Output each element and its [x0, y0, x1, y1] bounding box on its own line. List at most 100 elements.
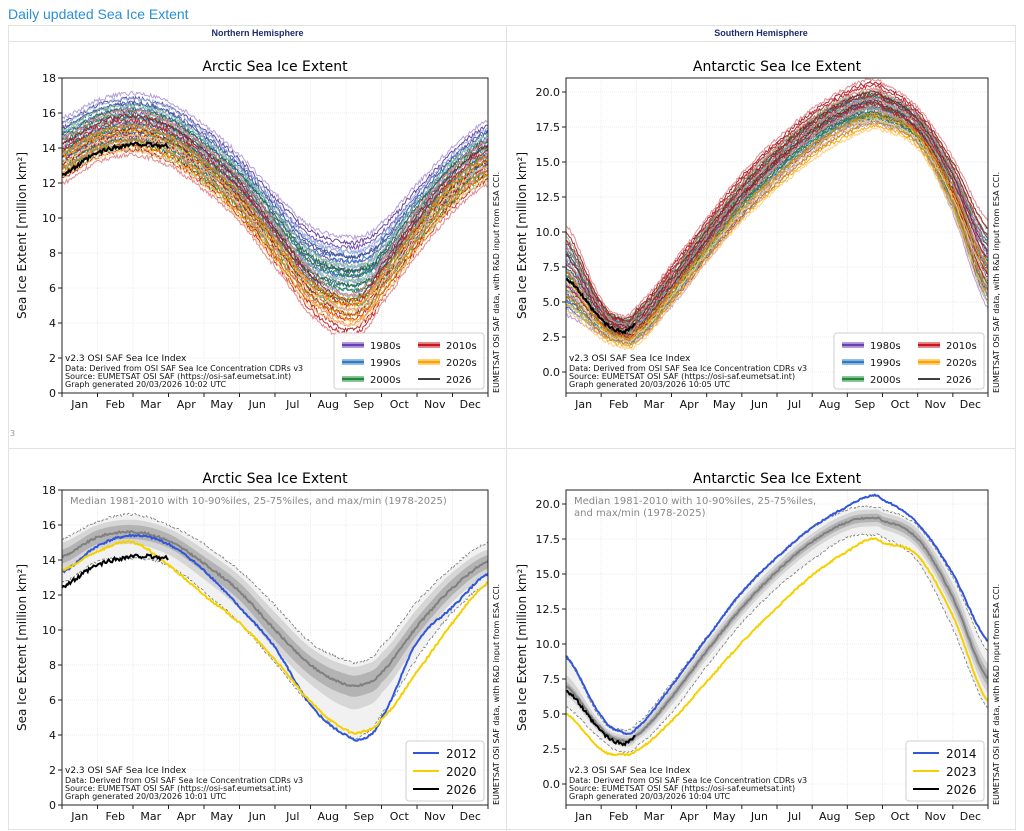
- credit-data: Data: Derived from OSI SAF Sea Ice Conce…: [65, 364, 303, 373]
- series-line-1980s: [62, 90, 488, 241]
- median-line: [62, 529, 488, 688]
- series-line-2020: [62, 539, 488, 735]
- series-line-1980s: [62, 95, 488, 246]
- series-line-2010s: [62, 122, 488, 313]
- x-tick-label: Mar: [644, 398, 665, 411]
- credit-source: Source: EUMETSAT OSI SAF (https://osi-sa…: [65, 784, 291, 793]
- legend-box: [405, 740, 485, 802]
- x-tick-label: Feb: [609, 398, 628, 411]
- series-line-2020s: [62, 133, 488, 314]
- legend: 2012 2020 2026: [405, 740, 485, 802]
- series-line-2026: [566, 277, 636, 335]
- legend-label: 2026: [446, 783, 477, 797]
- y-tick-label: 0: [49, 387, 56, 400]
- legend-label: 2026: [446, 375, 471, 386]
- median-annotation: and max/min (1978-2025): [574, 508, 706, 519]
- chart-title: Antarctic Sea Ice Extent: [693, 471, 862, 487]
- y-tick-label: 16: [42, 107, 56, 120]
- plot-area: [566, 78, 988, 351]
- x-tick-label: Mar: [140, 810, 161, 823]
- y-tick-label: 10: [42, 212, 56, 225]
- x-tick-label: May: [210, 398, 233, 411]
- y-tick-label: 5.0: [543, 708, 561, 721]
- y-tick-label: 12.5: [536, 603, 561, 616]
- x-tick-label: Mar: [140, 398, 161, 411]
- header-southern-hemisphere: Southern Hemisphere: [507, 26, 1015, 42]
- y-tick-label: 8: [49, 659, 56, 672]
- x-tick-label: Dec: [460, 810, 481, 823]
- legend-label: 1990s: [370, 358, 401, 369]
- x-tick-label: Jan: [70, 810, 88, 823]
- x-tick-label: Oct: [891, 810, 911, 823]
- x-tick-label: Jul: [285, 398, 299, 411]
- row-divider: [9, 448, 1015, 449]
- y-axis-label: Sea Ice Extent [million km²]: [15, 564, 29, 731]
- y-tick-label: 2.5: [543, 331, 561, 344]
- x-tick-label: Jan: [574, 398, 592, 411]
- x-tick-label: Sep: [855, 398, 876, 411]
- y-tick-label: 18: [42, 484, 56, 497]
- legend-label: 2026: [946, 783, 977, 797]
- credit-source: Source: EUMETSAT OSI SAF (https://osi-sa…: [569, 784, 795, 793]
- y-tick-label: 10.0: [536, 226, 561, 239]
- median-annotation: Median 1981-2010 with 10-90%iles, 25-75%…: [574, 496, 816, 507]
- x-tick-label: Apr: [177, 398, 197, 411]
- chart-title: Arctic Sea Ice Extent: [202, 59, 348, 75]
- y-tick-label: 14: [42, 554, 56, 567]
- legend-label: 2023: [946, 765, 977, 779]
- chart-title: Arctic Sea Ice Extent: [202, 471, 348, 487]
- y-axis-label: Sea Ice Extent [million km²]: [15, 152, 29, 319]
- legend-label: 1980s: [870, 341, 901, 352]
- credit-generated: Graph generated 20/03/2026 10:04 UTC: [569, 792, 730, 801]
- arctic-decades-chart: Arctic Sea Ice Extent 0 2 4 6 8 10 12 14 16 18 Jan F…: [15, 59, 500, 411]
- series-line-2010s: [62, 112, 488, 303]
- series-line-2010s: [566, 99, 988, 337]
- series-line-2000s: [62, 117, 488, 284]
- x-tick-label: May: [713, 398, 736, 411]
- series-line-2020s: [62, 142, 488, 324]
- series-line-2000s: [62, 102, 488, 269]
- y-tick-label: 0.0: [543, 778, 561, 791]
- x-tick-label: Oct: [891, 398, 911, 411]
- series-line-2010s: [566, 96, 988, 334]
- series-line-2020s: [62, 147, 488, 328]
- x-tick-label: Oct: [390, 398, 410, 411]
- x-tick-label: Jun: [248, 398, 266, 411]
- series-line-2026: [62, 553, 169, 589]
- legend-label: 2000s: [370, 375, 401, 386]
- legend-box: [905, 740, 985, 802]
- x-tick-label: Jan: [70, 398, 88, 411]
- legend-label: 2014: [946, 747, 977, 761]
- page-title: Daily updated Sea Ice Extent: [8, 6, 189, 22]
- x-tick-label: Sep: [353, 810, 374, 823]
- min-line: [566, 533, 988, 754]
- y-tick-label: 6: [49, 282, 56, 295]
- series-line-2020s: [62, 122, 488, 304]
- y-tick-label: 2: [49, 764, 56, 777]
- header-northern-hemisphere: Northern Hemisphere: [9, 26, 507, 42]
- y-tick-label: 7.5: [543, 673, 561, 686]
- series-line-2010s: [566, 92, 988, 332]
- series-line-2000s: [62, 107, 488, 274]
- y-tick-label: 5.0: [543, 296, 561, 309]
- series-line-2000s: [62, 113, 488, 279]
- credit-data: Data: Derived from OSI SAF Sea Ice Conce…: [65, 776, 303, 785]
- y-tick-label: 4: [49, 317, 56, 330]
- row-number: 3: [10, 429, 16, 438]
- y-tick-label: 10.0: [536, 638, 561, 651]
- y-tick-label: 0: [49, 799, 56, 812]
- legend: 2014 2023 2026: [905, 740, 985, 802]
- x-tick-label: Apr: [177, 810, 197, 823]
- series-line-2014: [566, 493, 988, 736]
- antarctic-median-chart: Antarctic Sea Ice Extent 0.0 2.5 5.0 7.5 10.0…: [515, 471, 1001, 823]
- x-tick-label: Oct: [390, 810, 410, 823]
- series-line-2020s: [62, 127, 488, 309]
- y-tick-label: 12: [42, 589, 56, 602]
- x-tick-label: Jul: [787, 810, 801, 823]
- legend: 1980s 1990s 2000s 2010s 2020s 2026: [833, 332, 985, 390]
- x-tick-label: Aug: [819, 810, 840, 823]
- legend-box: [333, 332, 485, 390]
- x-tick-label: Nov: [424, 810, 446, 823]
- plot-area: [62, 90, 488, 344]
- credit-generated: Graph generated 20/03/2026 10:02 UTC: [65, 380, 226, 389]
